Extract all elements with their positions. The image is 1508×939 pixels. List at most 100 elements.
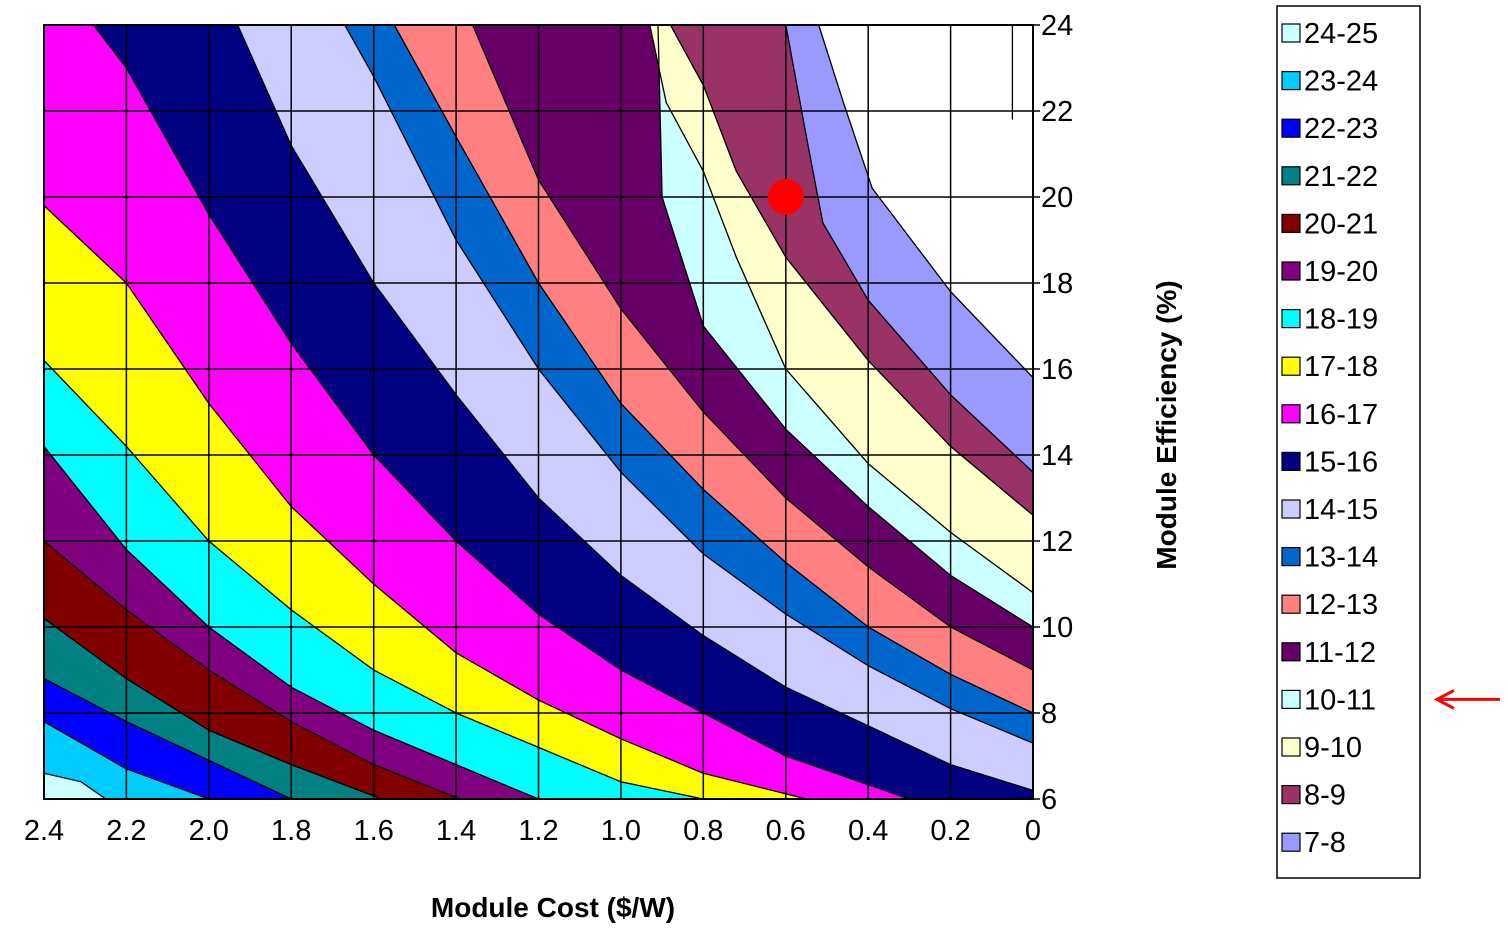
y-tick-label: 10 [1041,612,1073,644]
x-tick-label: 1.4 [436,815,476,847]
contour-band-8-9 [670,25,1033,516]
legend-swatch-15-16 [1281,451,1301,471]
legend-swatch-24-25 [1281,23,1301,43]
contour-band-11-12 [472,25,1033,670]
contour-band-20-21 [44,541,461,799]
y-tick-label: 12 [1041,526,1073,558]
legend-label-17-18: 17-18 [1304,351,1378,383]
legend-swatch-12-13 [1281,594,1301,614]
contour-band-7-8 [785,25,1033,473]
legend-swatch-16-17 [1281,404,1301,424]
legend-label-21-22: 21-22 [1304,161,1378,193]
contour-band-10-11 [649,25,1033,627]
x-tick-label: 0.6 [766,815,806,847]
contour-band-21-22 [44,618,382,799]
arrow-icon [1433,689,1455,710]
legend-swatch-10-11 [1281,689,1301,710]
y-tick-label: 24 [1041,10,1073,42]
contour-band-22-23 [44,678,292,799]
legend-swatch-7-8 [1281,832,1301,852]
x-tick-label: 0.4 [848,815,888,847]
legend-swatch-18-19 [1281,309,1301,329]
contour-line-12 [393,25,1033,714]
contour-line-6 [44,445,539,799]
plot-frame [43,24,1034,800]
legend-label-9-10: 9-10 [1304,732,1362,764]
y-tick-label: 18 [1041,268,1073,300]
legend-label-23-24: 23-24 [1304,66,1378,98]
contour-band-15-16 [93,25,1033,799]
contour-line-7 [44,359,704,799]
legend: 24-25 23-24 22-23 21-22 20-21 19-20 18-19 17-18… [1276,5,1421,879]
legend-label-13-14: 13-14 [1304,542,1378,574]
contour-line-9 [92,25,910,799]
contour-line-3 [44,678,292,799]
contour-line-1 [44,772,107,799]
legend-swatch-20-21 [1281,213,1301,233]
contour-line-8 [44,205,807,799]
legend-label-19-20: 19-20 [1304,256,1378,288]
contour-line-2 [44,721,210,799]
legend-label-14-15: 14-15 [1304,494,1378,526]
contour-band-6-7 [1012,25,1033,120]
legend-swatch-14-15 [1281,499,1301,519]
x-tick-label: 1.2 [518,815,558,847]
legend-swatch-11-12 [1281,642,1301,662]
legend-label-11-12: 11-12 [1304,637,1376,669]
legend-label-16-17: 16-17 [1304,399,1378,431]
legend-swatch-9-10 [1281,737,1301,757]
legend-label-15-16: 15-16 [1304,446,1378,478]
y-axis-title: Module Efficiency (%) [1151,280,1182,569]
x-tick-label: 2.0 [189,815,229,847]
contour-bands [44,25,1033,799]
contour-line-15 [649,25,1033,594]
contour-line-18 [818,25,1033,379]
x-tick-label: 1.0 [601,815,641,847]
legend-label-20-21: 20-21 [1304,208,1378,240]
annotations [767,179,1500,710]
legend-box [1276,5,1421,879]
y-tick-label: 20 [1041,182,1073,214]
legend-swatch-17-18 [1281,356,1301,376]
x-tick-label: 0.8 [683,815,723,847]
legend-label-22-23: 22-23 [1304,113,1378,145]
contour-line-4 [44,617,383,799]
contour-band-17-18 [44,205,807,799]
contour-line-14 [657,25,1033,628]
x-tick-label: 2.4 [24,815,64,847]
x-axis-title: Module Cost ($/W) [431,892,675,923]
x-tick-label: 0 [1025,815,1041,847]
legend-swatch-22-23 [1281,118,1301,138]
contour-band-16-17 [44,25,910,799]
contour-band-24-25 [44,773,106,799]
x-tick-label: 2.2 [106,815,146,847]
contour-band-23-24 [44,721,209,799]
x-tick-label: 1.8 [271,815,311,847]
legend-label-24-25: 24-25 [1304,18,1378,50]
contour-band-12-13 [394,25,1033,713]
contour-band-14-15 [237,25,1033,791]
y-axis-ticks: 6 8 10 12 14 16 18 20 22 24 [1033,10,1073,816]
contour-band-9-10 [649,25,1033,593]
contour-line-10 [237,25,1033,792]
contour-line-11 [344,25,1033,744]
legend-label-12-13: 12-13 [1304,589,1378,621]
contour-line-13 [472,25,1033,671]
x-tick-label: 1.6 [354,815,394,847]
y-tick-label: 8 [1041,698,1057,730]
contour-band-13-14 [344,25,1033,744]
legend-swatch-21-22 [1281,166,1301,186]
legend-label-7-8: 7-8 [1304,827,1346,859]
legend-swatch-19-20 [1281,261,1301,281]
x-tick-label: 0.2 [930,815,970,847]
contour-line-17 [785,25,1033,473]
y-tick-label: 22 [1041,96,1073,128]
legend-swatch-8-9 [1281,784,1301,805]
contour-line-16 [669,25,1033,516]
legend-label-10-11: 10-11 [1304,684,1376,716]
legend-label-8-9: 8-9 [1304,780,1346,812]
legend-swatch-13-14 [1281,546,1301,567]
highlight-point [767,179,804,215]
